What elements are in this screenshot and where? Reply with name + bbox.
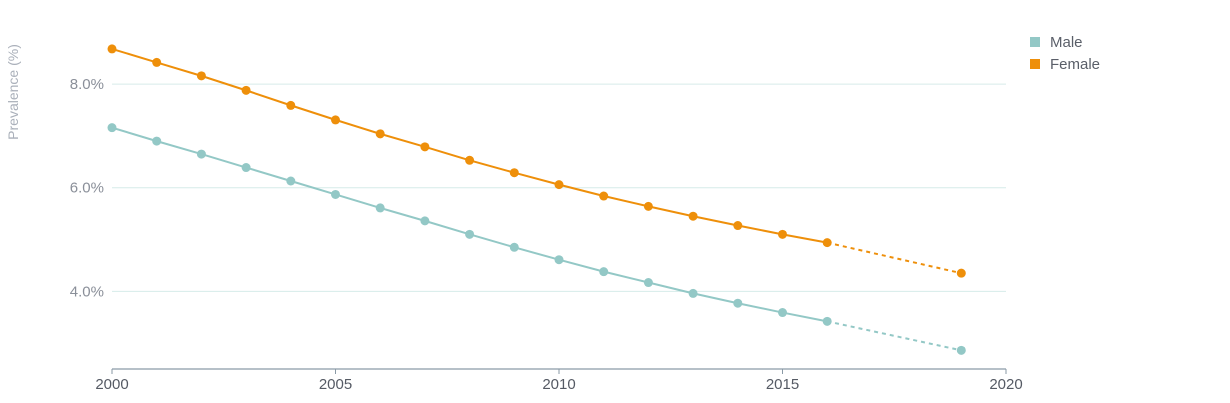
data-point (107, 44, 117, 54)
y-axis: 4.0% 6.0% 8.0% (70, 76, 104, 300)
data-point (956, 268, 966, 278)
data-point (599, 267, 609, 277)
legend[interactable]: Male Female (1030, 34, 1100, 73)
data-point (778, 229, 787, 239)
data-point (733, 221, 743, 231)
data-point (286, 100, 296, 110)
legend-item-male[interactable]: Male (1030, 34, 1083, 51)
x-tick-label: 2000 (95, 376, 128, 393)
data-point (509, 168, 519, 178)
data-point (509, 242, 519, 252)
x-tick-label: 2020 (989, 376, 1022, 393)
data-point (554, 255, 564, 265)
data-point (822, 238, 832, 248)
data-point (956, 345, 966, 355)
data-point (643, 201, 653, 211)
data-point (331, 115, 340, 125)
legend-swatch (1030, 59, 1040, 69)
data-point (599, 191, 609, 201)
series-layer (107, 44, 966, 355)
series-projection-line (826, 320, 962, 352)
data-point (554, 180, 564, 190)
series-female (107, 44, 966, 278)
y-tick-label: 6.0% (70, 180, 104, 197)
x-tick-label: 2015 (766, 376, 799, 393)
series-line (111, 47, 828, 244)
data-point (375, 129, 385, 139)
data-point (688, 211, 698, 221)
x-axis: 2000 2005 2010 2015 2020 (95, 368, 1023, 393)
legend-item-female[interactable]: Female (1030, 56, 1100, 73)
data-point (465, 229, 475, 239)
series-projection-line (826, 241, 962, 275)
data-point (196, 71, 206, 81)
data-point (778, 308, 787, 318)
data-point (643, 278, 653, 288)
legend-label: Female (1050, 56, 1100, 73)
legend-swatch (1030, 37, 1040, 47)
data-point (375, 203, 385, 213)
y-tick-label: 4.0% (70, 283, 104, 300)
series-male (107, 123, 966, 355)
data-point (286, 176, 296, 186)
data-point (196, 149, 206, 159)
data-point (107, 123, 117, 133)
data-point (241, 163, 251, 173)
data-point (152, 57, 162, 67)
y-tick-label: 8.0% (70, 76, 104, 93)
legend-label: Male (1050, 34, 1083, 51)
data-point (465, 155, 475, 165)
data-point (420, 142, 430, 152)
x-tick-label: 2010 (542, 376, 575, 393)
data-point (733, 298, 743, 308)
x-tick-label: 2005 (319, 376, 352, 393)
data-point (241, 85, 251, 95)
data-point (688, 288, 698, 298)
data-point (420, 216, 430, 226)
data-point (331, 189, 340, 199)
data-point (152, 136, 162, 146)
y-axis-title: Prevalence (%) (5, 44, 21, 140)
data-point (822, 316, 832, 326)
